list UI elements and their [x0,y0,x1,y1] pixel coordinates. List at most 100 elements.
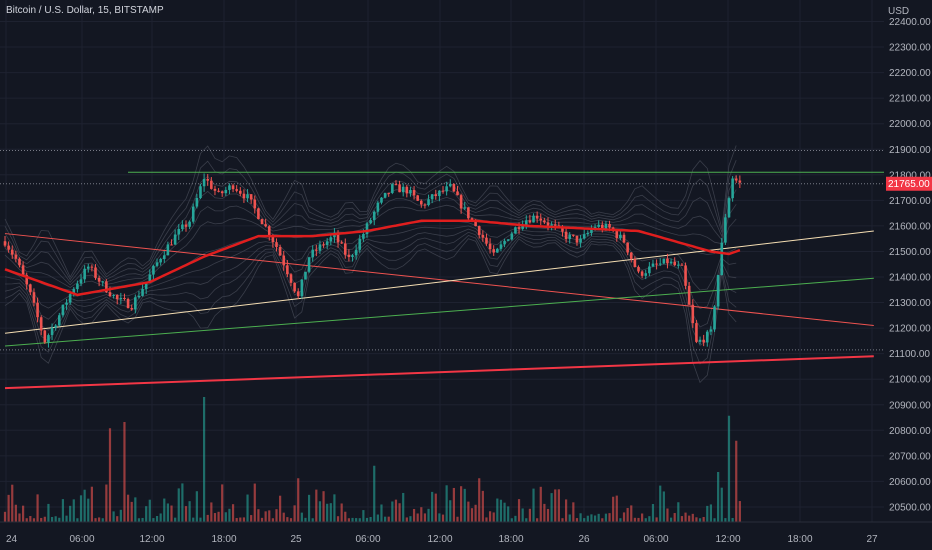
candle-body [499,244,503,249]
trendlines [4,230,874,390]
candle-body [420,200,423,205]
volume-bar [394,499,398,522]
volume-bar [503,502,506,522]
candles [3,173,742,348]
volume-bar [597,513,600,522]
volume-bar [727,415,731,522]
candle-body [101,281,105,283]
volume-bar [402,492,405,522]
candle-body [640,271,644,276]
volume-bar [268,510,271,522]
volume-bar [369,516,372,522]
candle-body [553,224,557,226]
candle-body [438,190,441,197]
candle-body [220,191,224,194]
candle-body [470,218,474,221]
volume-bar [717,472,720,522]
candle-body [307,257,311,272]
volume-bar [275,509,278,522]
candle-body [86,266,90,269]
volume-bar [666,508,669,522]
candle-body [68,294,72,303]
last-price-tag-text: 21765.00 [888,179,930,190]
candle-body [25,275,29,285]
price-axis[interactable]: 22400.00 22300.00 22200.00 22100.00 22000.00… [884,0,932,550]
volume-bar [329,503,332,522]
candle-body [362,234,365,239]
candle-body [191,206,195,222]
volume-bar [315,489,318,522]
candle-body [503,240,506,245]
price-tick-label: 22200.00 [889,68,931,79]
time-tick-label: 18:00 [787,534,812,545]
ribbon-line [4,235,737,365]
candle-body [720,242,724,276]
candle-body [629,252,633,259]
price-tick-label: 20900.00 [889,400,931,411]
price-tick-label: 20700.00 [889,451,931,462]
candle-body [734,178,738,181]
candle-body [170,244,173,246]
volume-bar [630,505,633,522]
volume-bar [427,508,430,522]
volume-bar [326,503,329,522]
ema-path [4,219,741,297]
volume-bar [735,440,738,522]
price-tick-label: 21300.00 [889,298,931,309]
candle-body [199,186,202,199]
volume-bar [492,512,495,522]
volume-bar [423,513,427,522]
volume-bar [488,511,492,522]
volume-bar [561,518,564,522]
volume-bar [738,501,741,522]
volume-bar [307,494,311,522]
candle-body [456,191,459,196]
volume-bar [279,495,282,522]
volume-bar [557,489,560,522]
candle-body [622,234,626,243]
chart-header: Bitcoin / U.S. Dollar, 15, BITSTAMP [6,5,164,16]
candle-body [416,195,419,201]
interval[interactable]: 15 [97,5,109,16]
candle-body [235,189,238,191]
volume-bar [282,512,285,522]
volume-bar [659,485,662,522]
price-tick-label: 21000.00 [889,375,931,386]
candle-body [97,277,101,282]
volume-bar [318,501,322,522]
price-tick-label: 21100.00 [889,349,930,360]
volume-bar [449,500,452,522]
volume-bar [155,515,159,522]
candle-body [50,327,54,336]
candle-body [713,306,716,330]
symbol-name[interactable]: Bitcoin / U.S. Dollar [6,5,93,16]
candle-body [380,197,383,203]
ribbon-line [4,231,737,346]
candle-body [267,226,271,237]
volume-bar [575,518,579,522]
candle-body [3,241,7,246]
candle-body [369,220,372,224]
volume-bar [517,499,521,522]
candle-body [47,335,50,343]
candle-body [358,238,362,250]
candle-body [58,315,61,326]
volume-bar [351,517,354,522]
volume-bar [539,486,542,522]
time-tick-label: 06:00 [643,534,668,545]
candle-body [391,184,394,193]
volume-bar [300,512,303,522]
volume-bar [123,422,126,522]
volume-bar [713,518,716,522]
candle-body [412,190,416,196]
candle-body [322,244,325,246]
time-axis[interactable]: 24 06:00 12:00 18:00 25 06:00 12:00 18:00 26 06:0… [0,521,932,550]
candle-body [94,267,97,278]
candle-body [524,220,528,225]
volume-bar [105,484,108,522]
price-tick-label: 22400.00 [889,17,931,28]
volume-bar [510,518,513,522]
candle-body [637,266,640,272]
candle-body [123,297,126,300]
